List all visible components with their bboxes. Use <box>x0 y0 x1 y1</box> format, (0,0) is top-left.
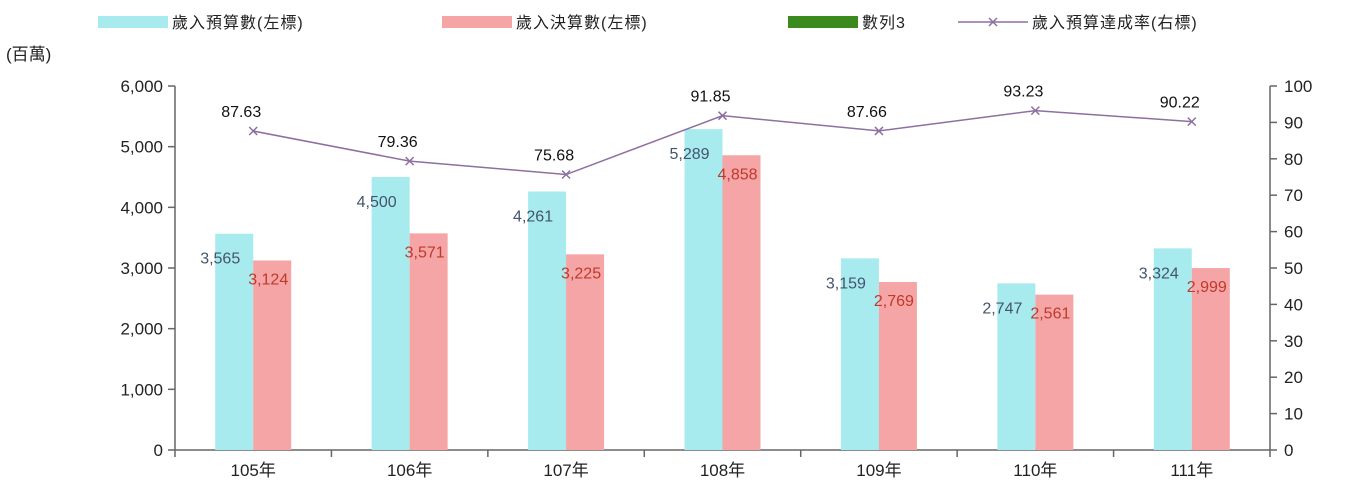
legend-label: 歲入預算達成率(右標) <box>1032 13 1198 32</box>
bar-budget <box>215 233 254 450</box>
bar-budget <box>684 129 723 450</box>
x-tick-label: 111年 <box>1170 461 1213 480</box>
rate-point-marker <box>1030 106 1040 116</box>
bar-budget <box>997 283 1036 450</box>
data-label-actual: 3,124 <box>248 271 288 288</box>
bar-actual <box>878 282 917 450</box>
y-left-tick-label: 1,000 <box>120 380 163 399</box>
y-right-tick-label: 10 <box>1284 405 1303 424</box>
legend-label: 歲入預算數(左標) <box>172 13 304 32</box>
x-tick-label: 105年 <box>231 461 276 480</box>
y-left-tick-label: 4,000 <box>120 198 163 217</box>
data-label-budget: 3,565 <box>200 251 240 268</box>
y-right-tick-label: 70 <box>1284 186 1303 205</box>
bar-actual <box>722 155 761 451</box>
bar-actual <box>566 254 605 450</box>
data-label-budget: 3,324 <box>1139 265 1179 282</box>
x-tick-label: 110年 <box>1013 461 1057 480</box>
x-tick-label: 107年 <box>543 461 588 480</box>
legend-item: 歲入預算達成率(右標) <box>958 13 1198 32</box>
data-label-actual: 2,769 <box>874 293 914 310</box>
data-label-actual: 4,858 <box>717 166 757 183</box>
rate-point-marker <box>405 156 415 166</box>
bar-budget <box>1153 248 1192 450</box>
bar-actual <box>253 260 292 450</box>
data-label-rate: 87.63 <box>221 104 261 121</box>
rate-point-marker <box>717 111 728 121</box>
data-label-actual: 3,225 <box>561 265 601 282</box>
y-right-tick-label: 60 <box>1284 223 1303 242</box>
bar-budget <box>528 191 567 450</box>
data-label-rate: 91.85 <box>690 89 730 106</box>
data-label-rate: 75.68 <box>534 148 574 165</box>
x-tick-label: 109年 <box>856 461 901 480</box>
y-right-tick-label: 50 <box>1284 259 1303 278</box>
legend: 歲入預算數(左標) 歲入決算數(左標) 數列3 歲入預算達成率(右標) <box>98 13 1198 32</box>
rate-point-marker <box>248 126 258 136</box>
bar-budget <box>371 177 410 450</box>
rate-line <box>248 106 1197 180</box>
y-left-tick-label: 0 <box>154 441 163 460</box>
legend-item: 數列3 <box>788 14 906 32</box>
data-label-rate: 93.23 <box>1003 84 1043 101</box>
bar-actual <box>409 233 448 450</box>
rate-point-marker <box>874 126 884 136</box>
data-label-actual: 3,571 <box>405 244 445 261</box>
x-tick-label: 106年 <box>387 461 432 480</box>
y-left-tick-label: 3,000 <box>120 259 163 278</box>
y-right-tick-label: 100 <box>1284 77 1312 96</box>
rate-point-marker <box>561 169 571 180</box>
data-label-budget: 4,500 <box>357 194 397 211</box>
data-label-budget: 5,289 <box>669 146 709 163</box>
data-label-rate: 90.22 <box>1160 95 1200 112</box>
x-tick-label: 108年 <box>700 461 745 480</box>
bar-budget <box>840 258 879 450</box>
data-label-actual: 2,561 <box>1030 306 1070 323</box>
bar-actual <box>1035 294 1074 450</box>
y-right-tick-label: 40 <box>1284 295 1303 314</box>
bars <box>215 129 1230 451</box>
data-label-budget: 3,159 <box>826 275 866 292</box>
legend-label: 歲入決算數(左標) <box>516 13 648 32</box>
legend-item: 歲入預算數(左標) <box>98 13 304 32</box>
legend-swatch <box>98 16 168 28</box>
legend-swatch <box>442 16 512 28</box>
data-label-budget: 2,747 <box>982 300 1022 317</box>
legend-item: 歲入決算數(左標) <box>442 13 648 32</box>
bar-actual <box>1191 268 1230 450</box>
legend-label: 數列3 <box>862 14 906 32</box>
y-right-tick-label: 0 <box>1284 441 1293 460</box>
rate-point-marker <box>1187 117 1197 127</box>
y-left-tick-label: 2,000 <box>120 320 163 339</box>
data-label-actual: 2,999 <box>1187 279 1227 296</box>
y-right-tick-label: 30 <box>1284 332 1303 351</box>
data-label-rate: 87.66 <box>847 104 887 121</box>
y-right-tick-label: 80 <box>1284 150 1303 169</box>
y-left-tick-label: 6,000 <box>120 77 163 96</box>
data-labels: 3,565 4,500 4,261 5,289 3,159 2,747 3,324 3,124… <box>200 84 1227 323</box>
y-left-tick-label: 5,000 <box>120 138 163 157</box>
y-right-tick-label: 90 <box>1284 113 1303 132</box>
y-right-tick-label: 20 <box>1284 368 1303 387</box>
data-label-budget: 4,261 <box>513 208 553 225</box>
data-label-rate: 79.36 <box>378 134 418 151</box>
y-left-unit-label: (百萬) <box>6 45 51 64</box>
legend-swatch <box>788 16 858 28</box>
